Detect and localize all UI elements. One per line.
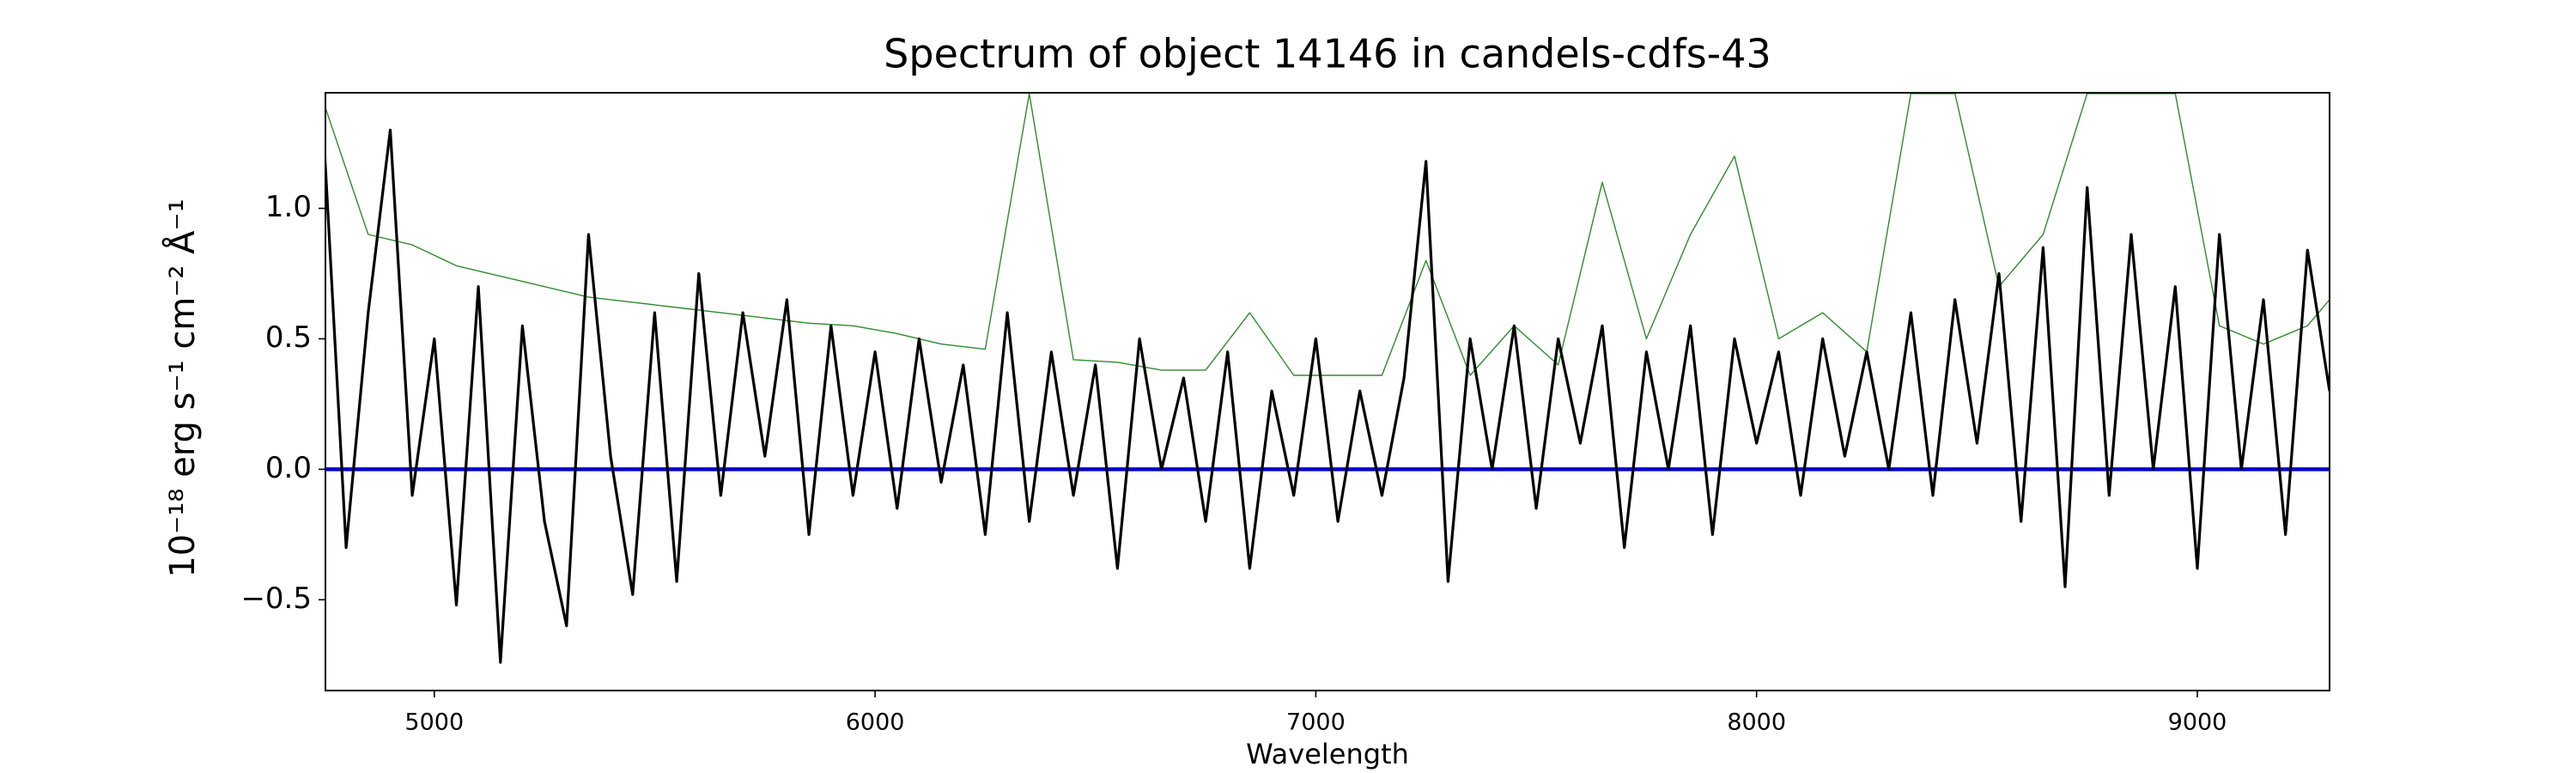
chart-title: Spectrum of object 14146 in candels-cdfs…	[884, 31, 1771, 77]
spectrum-line	[325, 128, 2330, 664]
x-tick-label: 7000	[1286, 709, 1346, 736]
y-tick-label: 0.5	[265, 320, 312, 355]
x-tick-label: 9000	[2168, 709, 2227, 736]
y-tick-label: 0.0	[265, 451, 312, 485]
plot-frame	[325, 92, 2330, 691]
y-tick-label: 1.0	[265, 190, 312, 224]
plot-area	[325, 93, 2330, 664]
x-axis-label: Wavelength	[1246, 738, 1409, 770]
x-tick-label: 8000	[1727, 709, 1786, 736]
x-tick-label: 5000	[404, 709, 464, 736]
spectrum-line	[325, 93, 2330, 376]
x-tick-label: 6000	[846, 709, 905, 736]
y-tick-label: −0.5	[240, 581, 312, 616]
y-axis-label: 10⁻¹⁸ erg s⁻¹ cm⁻² Å⁻¹	[161, 198, 203, 577]
